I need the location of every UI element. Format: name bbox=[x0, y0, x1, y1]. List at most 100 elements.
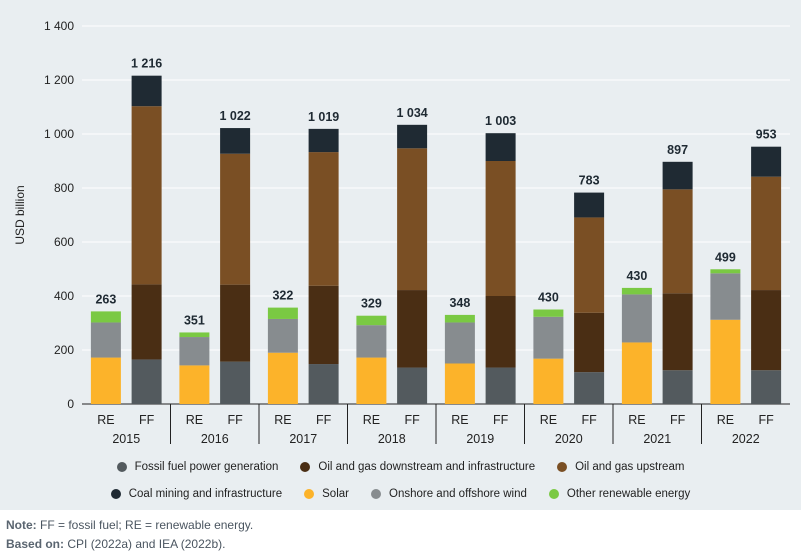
bar-total-label: 1 034 bbox=[396, 106, 427, 120]
bar-segment bbox=[308, 128, 339, 153]
bar-total-label: 322 bbox=[272, 289, 293, 303]
x-year-label: 2016 bbox=[201, 432, 229, 446]
bar-segment bbox=[621, 294, 652, 343]
bar-segment bbox=[751, 370, 782, 404]
bar-total-label: 351 bbox=[184, 313, 205, 327]
x-year-label: 2017 bbox=[289, 432, 317, 446]
bar-segment bbox=[533, 309, 564, 317]
bar-segment bbox=[131, 284, 162, 360]
legend-label: Fossil fuel power generation bbox=[134, 461, 279, 473]
x-bar-label: FF bbox=[227, 413, 243, 427]
bar-segment bbox=[662, 161, 693, 190]
y-tick-label: 1 200 bbox=[44, 73, 74, 87]
legend-row: Fossil fuel power generation Oil and gas … bbox=[0, 461, 801, 473]
bar-segment bbox=[662, 370, 693, 404]
y-axis-label: USD billion bbox=[13, 185, 27, 244]
y-tick-label: 200 bbox=[54, 343, 74, 357]
legend-swatch bbox=[300, 462, 311, 472]
bar-segment bbox=[90, 322, 121, 358]
x-bar-label: RE bbox=[717, 413, 734, 427]
bar-segment bbox=[131, 106, 162, 285]
legend-item: Fossil fuel power generation bbox=[116, 461, 279, 473]
bar-segment bbox=[356, 325, 387, 358]
x-bar-label: RE bbox=[628, 413, 645, 427]
bar-total-label: 499 bbox=[715, 250, 736, 264]
bar-total-label: 430 bbox=[626, 269, 647, 283]
bar-total-label: 897 bbox=[667, 143, 688, 157]
legend-item: Other renewable energy bbox=[548, 488, 690, 500]
bar-segment bbox=[485, 161, 516, 296]
bar-segment bbox=[397, 367, 428, 404]
bar-total-label: 1 216 bbox=[131, 57, 162, 71]
bar-segment bbox=[751, 290, 782, 371]
x-bar-label: FF bbox=[139, 413, 155, 427]
legend-swatch bbox=[371, 489, 381, 499]
bar-total-label: 430 bbox=[538, 291, 559, 305]
bar-segment bbox=[574, 192, 605, 218]
bar-segment bbox=[220, 284, 251, 362]
bar-segment bbox=[308, 285, 339, 365]
bar-segment bbox=[308, 152, 339, 286]
bar-total-label: 329 bbox=[361, 297, 382, 311]
legend-item: Coal mining and infrastructure bbox=[110, 488, 282, 500]
x-bar-label: RE bbox=[186, 413, 203, 427]
y-tick-label: 1 000 bbox=[44, 127, 74, 141]
note-line: Note: FF = fossil fuel; RE = renewable e… bbox=[6, 516, 253, 535]
bar-segment bbox=[751, 176, 782, 291]
bar-segment bbox=[220, 128, 251, 154]
legend-label: Solar bbox=[322, 488, 349, 500]
bar-segment bbox=[751, 146, 782, 177]
x-bar-label: RE bbox=[97, 413, 114, 427]
bar-segment bbox=[267, 352, 298, 404]
legend-item: Oil and gas upstream bbox=[557, 461, 684, 473]
y-tick-label: 800 bbox=[54, 181, 74, 195]
x-bar-label: RE bbox=[451, 413, 468, 427]
bar-segment bbox=[131, 75, 162, 107]
legend-swatch bbox=[557, 462, 568, 472]
bar-segment bbox=[574, 217, 605, 313]
bar-segment bbox=[621, 342, 652, 404]
y-tick-label: 0 bbox=[67, 397, 74, 411]
bar-segment bbox=[397, 148, 428, 291]
bar-segment bbox=[397, 124, 428, 149]
bar-segment bbox=[485, 133, 516, 161]
y-tick-label: 1 400 bbox=[44, 19, 74, 33]
note-text: FF = fossil fuel; RE = renewable energy. bbox=[36, 518, 254, 532]
legend-label: Oil and gas downstream and infrastructur… bbox=[318, 461, 536, 473]
x-year-label: 2018 bbox=[378, 432, 406, 446]
source-text: CPI (2022a) and IEA (2022b). bbox=[64, 537, 226, 551]
bar-total-label: 953 bbox=[756, 128, 777, 142]
bar-segment bbox=[710, 269, 741, 274]
bar-segment bbox=[444, 363, 475, 404]
bar-total-label: 1 003 bbox=[485, 114, 516, 128]
x-bar-label: FF bbox=[493, 413, 509, 427]
bar-segment bbox=[267, 318, 298, 353]
x-bar-label: RE bbox=[363, 413, 380, 427]
x-year-label: 2019 bbox=[466, 432, 494, 446]
legend-item: Oil and gas downstream and infrastructur… bbox=[300, 461, 535, 473]
bar-segment bbox=[485, 367, 516, 404]
bar-segment bbox=[220, 361, 251, 404]
bar-segment bbox=[444, 322, 475, 364]
x-bar-label: RE bbox=[540, 413, 557, 427]
bar-segment bbox=[444, 314, 475, 323]
bar-segment bbox=[220, 153, 251, 285]
legend-swatch bbox=[304, 489, 315, 499]
bar-segment bbox=[710, 273, 741, 320]
bar-segment bbox=[621, 287, 652, 295]
x-bar-label: FF bbox=[581, 413, 597, 427]
legend-swatch bbox=[548, 489, 559, 499]
x-year-label: 2020 bbox=[555, 432, 583, 446]
legend-swatch bbox=[116, 462, 127, 472]
bar-segment bbox=[179, 337, 210, 366]
bar-total-label: 783 bbox=[579, 174, 600, 188]
legend-label: Onshore and offshore wind bbox=[389, 488, 527, 500]
bar-segment bbox=[308, 364, 339, 404]
legend-item: Onshore and offshore wind bbox=[371, 488, 527, 500]
bar-segment bbox=[131, 359, 162, 404]
legend-row: Coal mining and infrastructure Solar Onsho… bbox=[0, 488, 801, 500]
x-year-label: 2021 bbox=[643, 432, 671, 446]
bar-segment bbox=[533, 358, 564, 404]
x-bar-label: RE bbox=[274, 413, 291, 427]
bar-total-label: 1 019 bbox=[308, 110, 339, 124]
